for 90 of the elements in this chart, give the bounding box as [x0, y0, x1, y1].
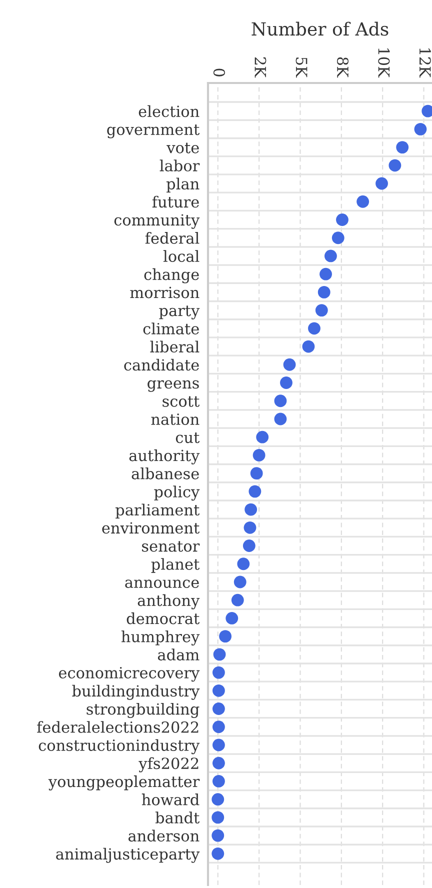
y-tick-label: climate: [143, 322, 199, 334]
y-tick-label: cut: [176, 432, 200, 444]
y-tick-label: democrat: [126, 612, 200, 624]
y-tick-label: anderson: [128, 830, 200, 842]
y-tick-label: federalelections2022: [37, 721, 198, 733]
y-tick-label: election: [138, 105, 200, 118]
point: [219, 630, 232, 643]
y-tick-label: buildingindustry: [72, 684, 200, 700]
point: [256, 430, 269, 444]
y-tick-label: change: [144, 268, 199, 284]
y-tick-label: strongbuilding: [86, 702, 200, 718]
point: [414, 122, 427, 136]
point: [324, 250, 337, 262]
y-tick-label: planet: [151, 558, 200, 573]
x-tick-label: 12K: [420, 48, 431, 78]
y-tick-label: youngpeoplematter: [48, 775, 200, 790]
y-tick-label: environment: [102, 522, 200, 534]
x-tick-label: 5K: [296, 58, 308, 78]
y-tick-label: nation: [151, 414, 200, 425]
y-tick-label: plan: [166, 178, 200, 193]
y-tick-label: policy: [154, 486, 200, 501]
point: [212, 738, 225, 752]
y-tick-label: constructionindustry: [38, 739, 200, 754]
point: [237, 558, 250, 570]
y-tick-label: bandt: [155, 812, 200, 824]
point: [308, 322, 320, 335]
point: [396, 141, 409, 154]
y-tick-label: parliament: [116, 504, 200, 519]
y-tick-label: vote: [166, 142, 199, 154]
y-tick-label: scott: [162, 396, 200, 407]
point: [376, 177, 388, 190]
point: [244, 521, 256, 534]
y-tick-label: senator: [142, 541, 200, 552]
point: [302, 340, 315, 353]
y-tick-label: howard: [142, 794, 200, 806]
y-tick-label: morrison: [130, 286, 200, 298]
y-tick-label: authority: [129, 449, 200, 464]
y-tick-label: labor: [160, 160, 200, 172]
x-tick-label: 0: [213, 68, 226, 76]
point: [318, 286, 330, 298]
y-tick-label: albanese: [132, 468, 199, 480]
y-tick-label: future: [152, 196, 199, 208]
point: [280, 376, 292, 389]
point: [212, 811, 224, 824]
y-tick-label: yfs2022: [138, 757, 198, 772]
x-tick-label: 8K: [336, 57, 349, 78]
point: [315, 304, 328, 317]
point: [213, 648, 226, 661]
point: [252, 448, 266, 462]
point: [212, 775, 225, 788]
y-tick-label: greens: [148, 380, 199, 392]
point: [388, 159, 402, 172]
point: [212, 720, 225, 734]
point: [212, 666, 225, 679]
point: [356, 195, 370, 208]
point: [244, 503, 258, 516]
y-tick-label: local: [163, 250, 200, 262]
point: [212, 829, 224, 842]
y-tick-label: anthony: [138, 594, 200, 610]
x-tick-label: 2K: [254, 57, 266, 78]
y-tick-label: animaljusticeparty: [56, 848, 200, 863]
y-tick-label: humphrey: [121, 630, 200, 646]
y-tick-label: government: [107, 124, 200, 138]
point: [242, 540, 256, 552]
point: [320, 268, 332, 280]
y-tick-label: economicrecovery: [58, 667, 200, 682]
point: [274, 412, 287, 426]
x-axis-title: Number of Ads: [252, 22, 388, 36]
point: [212, 684, 225, 697]
y-tick-label: community: [114, 214, 200, 229]
point: [231, 594, 244, 606]
point: [234, 576, 246, 588]
point: [283, 358, 296, 371]
point: [248, 485, 262, 498]
point: [336, 214, 348, 226]
point: [212, 847, 224, 860]
point: [332, 232, 344, 244]
point: [274, 394, 287, 408]
point: [250, 467, 263, 480]
y-tick-label: party: [159, 306, 200, 320]
point: [212, 793, 224, 806]
y-tick-label: federal: [145, 232, 200, 244]
y-tick-label: candidate: [124, 358, 199, 371]
point: [226, 612, 238, 624]
point: [212, 756, 225, 770]
y-tick-label: liberal: [150, 340, 200, 353]
y-tick-label: adam: [158, 648, 200, 660]
x-tick-label: 10K: [378, 48, 390, 78]
point: [212, 702, 225, 715]
y-tick-label: announce: [125, 580, 199, 588]
